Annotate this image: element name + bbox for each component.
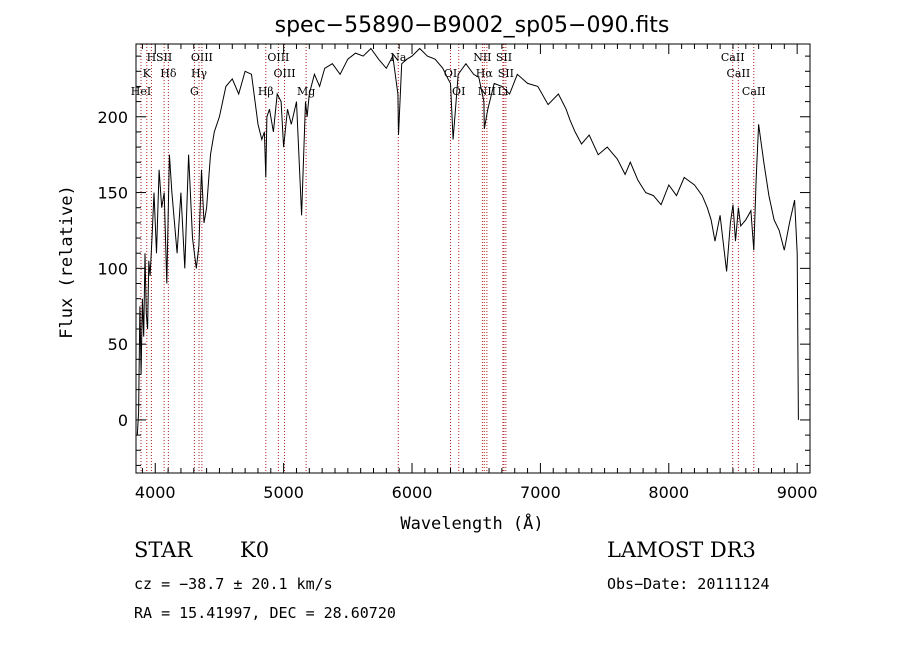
chart-title: spec−55890−B9002_sp05−090.fits [275,13,670,38]
spectral-line-label: Mg [297,85,315,98]
spectral-line-label: HeI [131,85,151,98]
coordinates: RA = 15.41997, DEC = 28.60720 [134,604,396,622]
x-tick-label: 9000 [777,483,818,502]
spectral-line-label: H [147,51,157,64]
spectral-line-label: CaII [727,67,751,80]
spectral-line-label: OIII [274,67,296,80]
spectral-line-label: NII [473,51,491,64]
spectral-line-label: Hγ [191,67,208,80]
spectrum-line [136,47,799,436]
spectral-line-label: Li [497,85,508,98]
object-subclass: K0 [240,538,270,562]
spectral-line-label: Hα [476,67,494,80]
spectral-line-label: Na [390,51,407,64]
observation-date: Obs−Date: 20111124 [607,575,770,593]
x-axis-label: Wavelength (Å) [400,512,543,534]
spectrum-chart: spec−55890−B9002_sp05−090.fits HKHeISIIH… [57,13,818,534]
spectral-line-label: OI [452,85,465,98]
spectral-line-label: K [143,67,152,80]
y-axis: 0 50 100 150 200 [97,55,810,466]
spectral-line-label: Hδ [160,67,177,80]
plot-frame [135,43,811,474]
x-tick-label: 8000 [648,483,689,502]
x-tick-label: 4000 [135,483,176,502]
y-tick-label: 0 [118,411,128,430]
redshift-velocity: cz = −38.7 ± 20.1 km/s [134,575,333,593]
spectral-line-label: OIII [191,51,213,64]
x-tick-label: 6000 [392,483,433,502]
spectral-line-labels: HKHeISIIHδGOIIIHγHβOIIIOIIIMgNaOIOINIIHα… [131,51,766,98]
y-tick-label: 200 [97,108,128,127]
spectral-line-label: Hβ [258,85,274,98]
spectral-line-label: SII [496,51,512,64]
object-class: STAR [134,538,193,562]
spectral-line-label: OIII [267,51,289,64]
y-tick-label: 100 [97,259,128,278]
y-axis-label: Flux (relative) [57,185,77,339]
x-tick-label: 7000 [520,483,561,502]
spectral-line-label: G [190,85,199,98]
y-tick-label: 50 [108,335,128,354]
spectral-line-label: SII [156,51,172,64]
spectral-line-markers [140,44,755,473]
y-tick-label: 150 [97,184,128,203]
spectral-line-label: SII [498,67,514,80]
survey-name: LAMOST DR3 [607,538,756,562]
spectral-line-label: CaII [721,51,745,64]
x-tick-label: 5000 [263,483,304,502]
x-axis: 4000 5000 6000 7000 8000 9000 [135,44,818,502]
spectral-line-label: CaII [742,85,766,98]
